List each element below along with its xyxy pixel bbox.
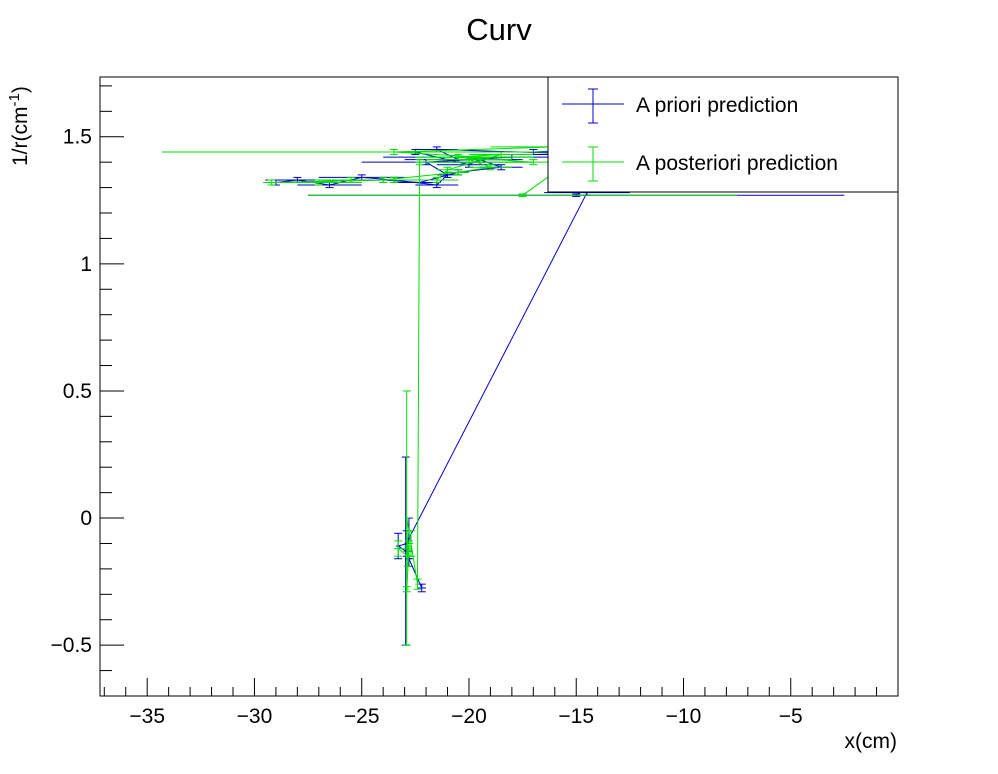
x-axis: −35 −30 −25 −20 −15 −10 −5 bbox=[103, 678, 878, 728]
series-a-priori bbox=[162, 143, 845, 646]
data-point bbox=[413, 578, 422, 590]
data-point bbox=[407, 530, 416, 557]
y-axis: −0.5 0 0.5 1 1.5 bbox=[51, 85, 124, 697]
y-axis-label: 1/r(cm-1) bbox=[6, 86, 32, 166]
data-point bbox=[297, 181, 362, 189]
legend-label-a-posteriori: A posteriori prediction bbox=[636, 152, 838, 175]
y-axis-label-close: ) bbox=[9, 86, 32, 93]
x-tick-label: −30 bbox=[237, 705, 273, 728]
x-axis-label: x(cm) bbox=[845, 730, 897, 753]
x-tick-label: −35 bbox=[129, 705, 165, 728]
data-point bbox=[417, 583, 427, 593]
data-point bbox=[275, 179, 362, 186]
series-a-posteriori bbox=[162, 138, 738, 646]
legend-entry-a-posteriori: A posteriori prediction bbox=[562, 146, 838, 182]
legend-label-a-priori: A priori prediction bbox=[636, 94, 798, 117]
series-line bbox=[275, 146, 643, 589]
legend-box bbox=[547, 76, 899, 193]
y-tick-label: 0.5 bbox=[63, 380, 92, 403]
legend-entry-a-priori: A priori prediction bbox=[562, 88, 798, 124]
y-tick-label: 1.5 bbox=[63, 126, 92, 149]
plot-frame bbox=[99, 76, 899, 697]
x-tick-label: −20 bbox=[451, 705, 487, 728]
series-layer bbox=[162, 138, 845, 646]
y-tick-label: 0 bbox=[80, 507, 92, 530]
x-tick-label: −15 bbox=[558, 705, 594, 728]
data-point bbox=[402, 390, 411, 646]
series-line bbox=[271, 141, 598, 590]
chart-title: Curv bbox=[466, 12, 532, 47]
x-tick-label: −25 bbox=[344, 705, 380, 728]
y-axis-label-main: 1/r(cm bbox=[9, 107, 32, 167]
x-tick-label: −10 bbox=[666, 705, 702, 728]
data-point bbox=[263, 179, 281, 186]
y-axis-label-superscript: -1 bbox=[6, 93, 23, 106]
y-tick-label: −0.5 bbox=[51, 634, 92, 657]
data-point bbox=[393, 540, 403, 557]
x-tick-label: −5 bbox=[779, 705, 803, 728]
data-point bbox=[340, 176, 427, 183]
data-point bbox=[447, 169, 469, 176]
data-point bbox=[468, 164, 512, 171]
data-point bbox=[426, 154, 534, 161]
y-tick-label: 1 bbox=[80, 253, 92, 276]
data-point bbox=[308, 193, 738, 197]
legend: A priori prediction A posteriori predict… bbox=[547, 76, 899, 193]
